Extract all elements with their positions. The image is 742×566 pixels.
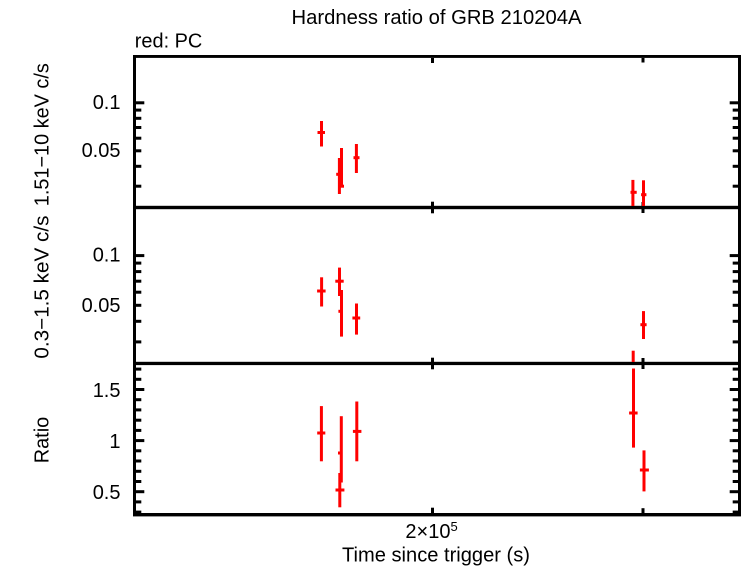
svg-text:Time since trigger (s): Time since trigger (s) xyxy=(342,544,530,566)
svg-text:0.1: 0.1 xyxy=(93,245,121,267)
svg-text:Ratio: Ratio xyxy=(32,417,54,464)
svg-text:0.3−1.5 keV c/s: 0.3−1.5 keV c/s xyxy=(32,216,54,359)
svg-text:0.05: 0.05 xyxy=(82,140,121,162)
svg-text:1.5: 1.5 xyxy=(93,380,121,402)
svg-text:0.05: 0.05 xyxy=(82,295,121,317)
svg-text:0.1: 0.1 xyxy=(93,92,121,114)
svg-text:2×105: 2×105 xyxy=(405,519,457,543)
svg-text:0.5: 0.5 xyxy=(93,482,121,504)
svg-text:red: PC: red: PC xyxy=(135,31,203,53)
svg-text:1.51−10 keV c/s: 1.51−10 keV c/s xyxy=(32,63,54,206)
svg-text:Hardness ratio of GRB 210204A: Hardness ratio of GRB 210204A xyxy=(292,7,583,29)
svg-text:1: 1 xyxy=(109,431,120,453)
